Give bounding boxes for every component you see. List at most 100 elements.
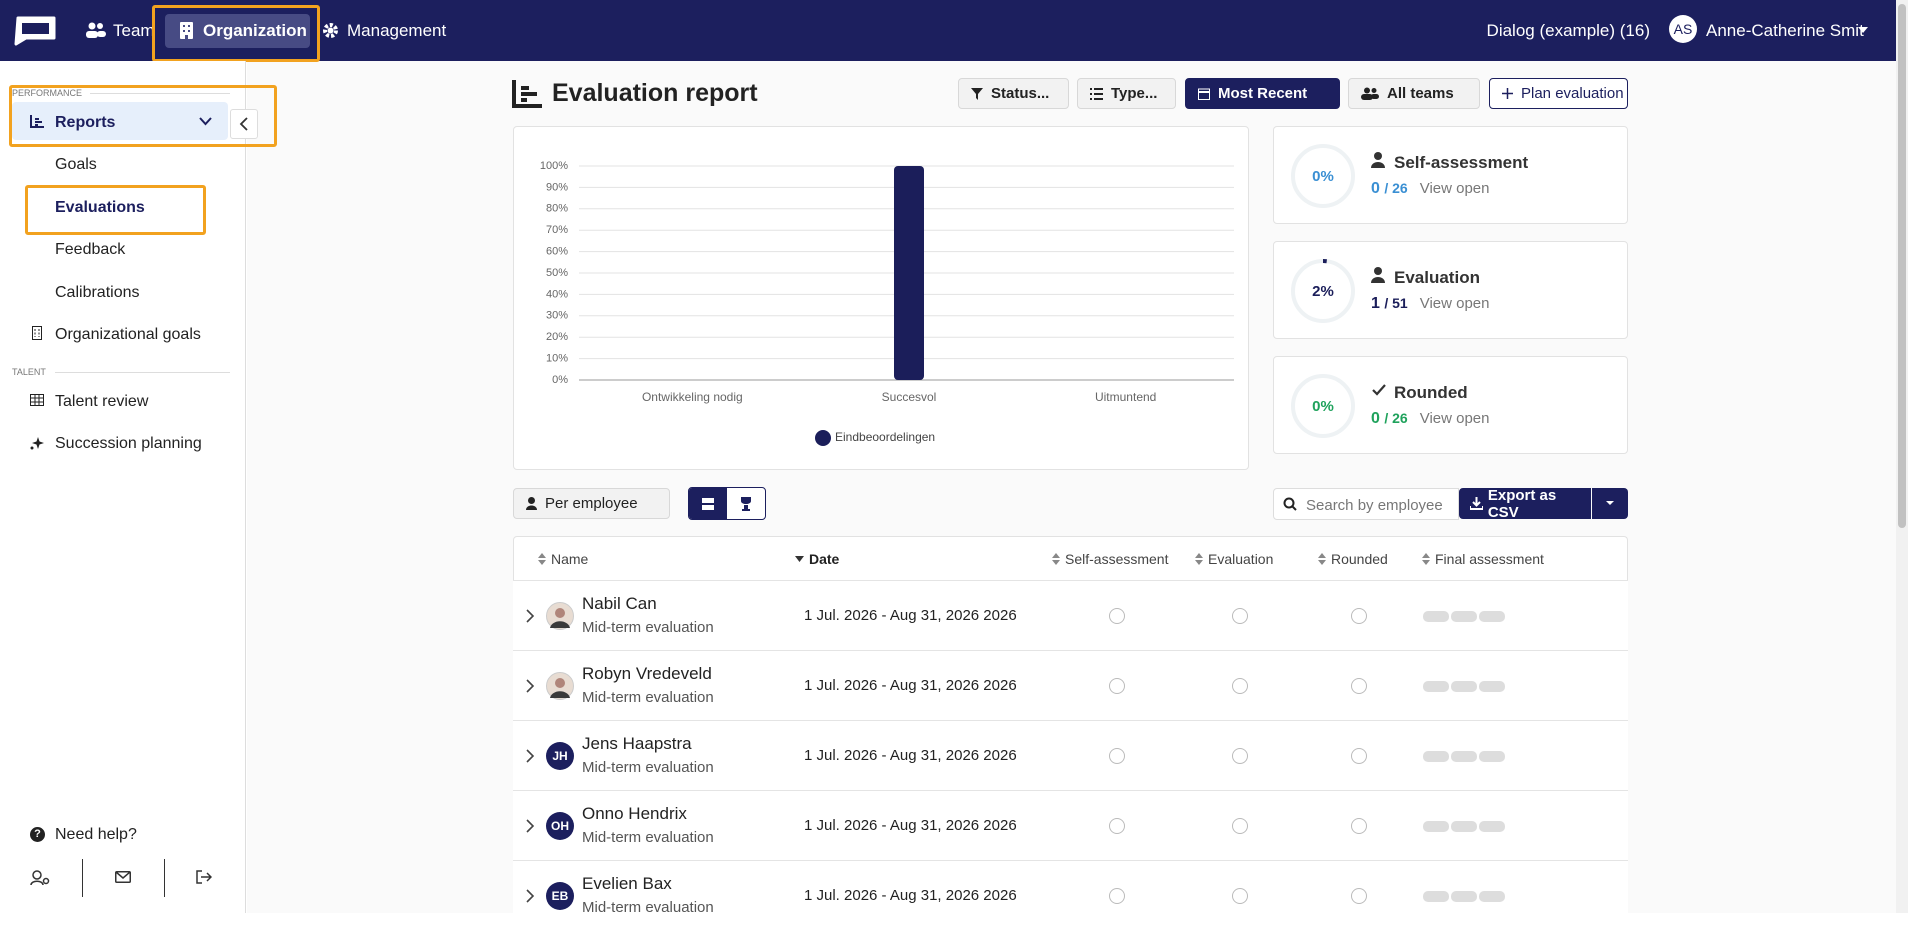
report-icon bbox=[512, 80, 542, 108]
column-header[interactable]: Rounded bbox=[1318, 551, 1388, 567]
date-range: 1 Jul. 2026 - Aug 31, 2026 2026 bbox=[804, 607, 1017, 624]
help-link[interactable]: Need help? bbox=[55, 826, 137, 843]
column-header[interactable]: Self-assessment bbox=[1052, 551, 1168, 567]
search-box[interactable]: Search by employee bbox=[1273, 488, 1459, 520]
assessment-placeholder bbox=[1451, 681, 1477, 692]
table-row[interactable]: OH Onno Hendrix Mid-term evaluation 1 Jul. … bbox=[513, 790, 1628, 860]
toggle-active[interactable] bbox=[689, 488, 727, 519]
menu-item[interactable]: Organizational goals bbox=[55, 326, 201, 343]
column-label: Name bbox=[551, 551, 589, 567]
separator bbox=[82, 859, 83, 897]
employee-name[interactable]: Robyn Vredeveld bbox=[582, 664, 712, 683]
assessment-placeholder bbox=[1423, 891, 1449, 902]
section-label: PERFORMANCE bbox=[12, 88, 83, 98]
bar-chart: 0% 10% 20% 30% 40% 50% 60% 70% 80% 90% 100% Ontwikk… bbox=[540, 160, 1234, 446]
column-header[interactable]: Date bbox=[795, 551, 839, 567]
expand-icon[interactable] bbox=[525, 819, 535, 833]
nav-item[interactable]: Team bbox=[113, 21, 153, 40]
menu-item[interactable]: Evaluations bbox=[55, 199, 145, 216]
progress-ring: 2% bbox=[1291, 259, 1355, 323]
status-filter[interactable]: Status... bbox=[958, 78, 1069, 109]
grid-icon bbox=[30, 394, 44, 406]
logo[interactable] bbox=[12, 14, 58, 46]
expand-icon[interactable] bbox=[525, 749, 535, 763]
type-filter[interactable]: Type... bbox=[1077, 78, 1176, 109]
assessment-placeholder bbox=[1451, 611, 1477, 622]
menu-item[interactable]: Reports bbox=[55, 114, 116, 131]
count: 0 bbox=[1371, 410, 1380, 427]
assessment-placeholder bbox=[1451, 751, 1477, 762]
table-row[interactable]: EB Evelien Bax Mid-term evaluation 1 Jul. 2… bbox=[513, 860, 1628, 930]
assessment-placeholder bbox=[1423, 821, 1449, 832]
y-tick-label: 50% bbox=[546, 267, 568, 279]
menu-item[interactable]: Succession planning bbox=[55, 435, 202, 452]
filter-label: Most Recent bbox=[1218, 85, 1308, 102]
nav-item[interactable]: Management bbox=[347, 21, 447, 40]
avatar-photo bbox=[546, 602, 574, 630]
table-row[interactable]: JH Jens Haapstra Mid-term evaluation 1 Jul.… bbox=[513, 720, 1628, 790]
card-count: 1 / 51 View open bbox=[1371, 295, 1490, 313]
column-label: Evaluation bbox=[1208, 551, 1274, 567]
status-icon bbox=[1232, 818, 1248, 834]
avatar[interactable]: AS bbox=[1669, 15, 1697, 43]
stat-card: 2% Evaluation 1 / 51 View open bbox=[1273, 241, 1628, 339]
expand-icon[interactable] bbox=[525, 679, 535, 693]
export-dropdown[interactable] bbox=[1592, 488, 1628, 519]
evaluation-type: Mid-term evaluation bbox=[582, 619, 714, 636]
nav-item[interactable]: Organization bbox=[203, 21, 307, 40]
view-open-link[interactable]: View open bbox=[1419, 410, 1490, 427]
sort-filter[interactable]: Most Recent bbox=[1185, 78, 1340, 109]
scroll-thumb[interactable] bbox=[1898, 4, 1906, 528]
view-open-link[interactable]: View open bbox=[1419, 295, 1490, 312]
collapse-button[interactable] bbox=[230, 109, 258, 139]
employee-name[interactable]: Onno Hendrix bbox=[582, 804, 687, 823]
plan-button[interactable]: Plan evaluation bbox=[1489, 78, 1628, 109]
highlight-box bbox=[25, 185, 206, 235]
dialog-link[interactable]: Dialog (example) (16) bbox=[1486, 21, 1650, 40]
view-open-link[interactable]: View open bbox=[1419, 180, 1490, 197]
employee-name[interactable]: Evelien Bax bbox=[582, 874, 672, 893]
navbar: Team Organization Management Dialog (exa… bbox=[0, 0, 1908, 62]
employee-name[interactable]: Nabil Can bbox=[582, 594, 657, 613]
column-header[interactable]: Final assessment bbox=[1422, 551, 1544, 567]
avatar: EB bbox=[546, 882, 574, 910]
trophy-icon[interactable] bbox=[727, 488, 765, 519]
menu-item[interactable]: Feedback bbox=[55, 241, 126, 258]
logout-icon[interactable] bbox=[196, 870, 212, 884]
count: 0 bbox=[1371, 180, 1380, 197]
mail-icon[interactable] bbox=[115, 871, 131, 883]
date-range: 1 Jul. 2026 - Aug 31, 2026 2026 bbox=[804, 677, 1017, 694]
team-icon bbox=[86, 22, 106, 38]
avatar-photo bbox=[546, 672, 574, 700]
building-icon bbox=[180, 22, 193, 39]
legend-label[interactable]: Eindbeoordelingen bbox=[835, 430, 935, 444]
assessment-placeholder bbox=[1479, 611, 1505, 622]
total: / 51 bbox=[1384, 295, 1408, 311]
user-menu[interactable]: Anne-Catherine Smit bbox=[1706, 21, 1864, 40]
evaluation-type: Mid-term evaluation bbox=[582, 759, 714, 776]
divider bbox=[55, 372, 230, 373]
active-item[interactable] bbox=[12, 102, 228, 140]
employee-name[interactable]: Jens Haapstra bbox=[582, 734, 692, 753]
column-header[interactable]: Name bbox=[538, 551, 588, 567]
grouping-select[interactable]: Per employee bbox=[513, 488, 670, 519]
column-header[interactable]: Evaluation bbox=[1195, 551, 1273, 567]
team-filter[interactable]: All teams bbox=[1348, 78, 1480, 109]
expand-icon[interactable] bbox=[525, 889, 535, 903]
expand-icon[interactable] bbox=[525, 609, 535, 623]
assessment-placeholder bbox=[1451, 821, 1477, 832]
export-button[interactable]: Export as CSV bbox=[1459, 487, 1591, 521]
card-title: Evaluation bbox=[1394, 268, 1480, 287]
progress-ring: 0% bbox=[1291, 374, 1355, 438]
menu-item[interactable]: Calibrations bbox=[55, 284, 140, 301]
status-icon bbox=[1232, 748, 1248, 764]
assessment-placeholder bbox=[1423, 751, 1449, 762]
menu-item[interactable]: Talent review bbox=[55, 393, 149, 410]
user-settings-icon[interactable] bbox=[30, 870, 50, 886]
table-row[interactable]: Nabil Can Mid-term evaluation 1 Jul. 2026 … bbox=[513, 580, 1628, 650]
divider bbox=[90, 93, 230, 94]
view-toggle[interactable] bbox=[688, 487, 766, 520]
evaluation-type: Mid-term evaluation bbox=[582, 689, 714, 706]
menu-item[interactable]: Goals bbox=[55, 156, 97, 173]
table-row[interactable]: Robyn Vredeveld Mid-term evaluation 1 Jul.… bbox=[513, 650, 1628, 720]
